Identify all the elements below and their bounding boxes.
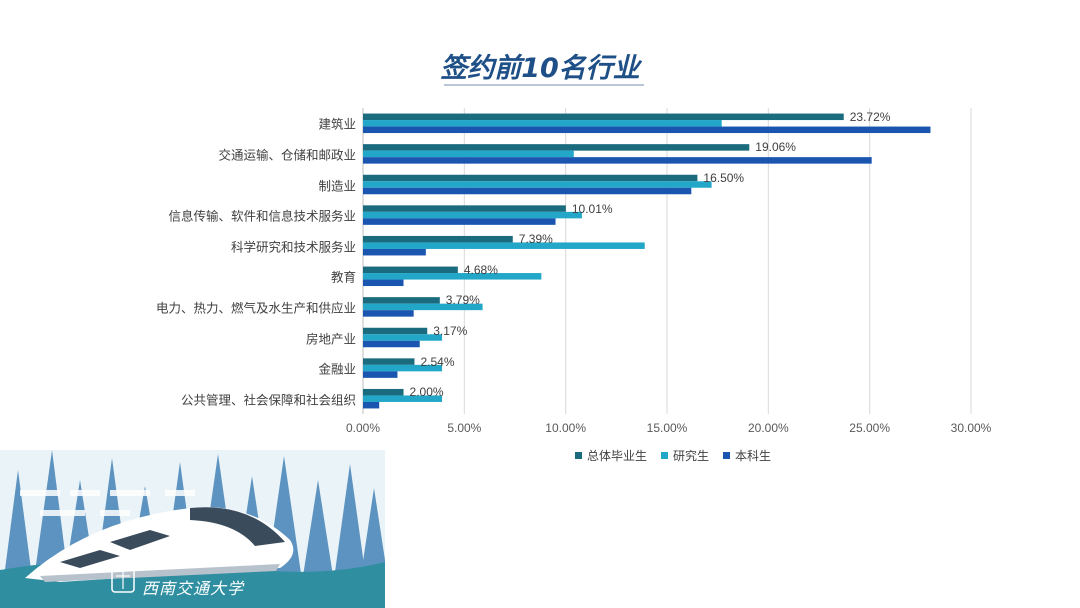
bar-1-2: [363, 144, 750, 151]
data-label: 4.68%: [463, 262, 498, 277]
title-underline: [444, 84, 644, 86]
x-tick-label: 25.00%: [849, 421, 891, 435]
category-label: 房地产业: [305, 331, 356, 346]
bar-2-7: [363, 303, 483, 311]
category-label: 建筑业: [318, 116, 356, 132]
category-labels: 建筑业交通运输、仓储和邮政业制造业信息传输、软件和信息技术服务业科学研究和技术服…: [0, 0, 356, 608]
bar-3-1: [363, 126, 931, 134]
bar-2-4: [363, 211, 582, 219]
category-label: 交通运输、仓储和邮政业: [218, 147, 356, 163]
legend-swatch: [661, 452, 669, 459]
data-label: 3.17%: [433, 324, 468, 338]
x-tick-label: 20.00%: [747, 421, 789, 435]
bar-3-10: [363, 401, 380, 409]
bar-2-3: [363, 181, 712, 188]
legend-swatch: [575, 452, 582, 459]
university-emblem: [111, 567, 135, 593]
category-label: 电力、热力、燃气及水生产和供应业: [155, 300, 356, 316]
x-tick-label: 10.00%: [545, 421, 587, 435]
bar-2-9: [363, 364, 443, 372]
data-label: 19.06%: [755, 140, 796, 155]
bar-1-9: [363, 358, 415, 365]
university-logo-text: 西南交通大学: [142, 579, 245, 598]
legend-label: 本科生: [735, 449, 772, 463]
bar-3-8: [363, 340, 420, 348]
bar-2-1: [363, 120, 722, 127]
legend: 总体毕业生 研究生 本科生: [575, 447, 771, 464]
bar-1-6: [363, 266, 458, 274]
x-tick-label: 15.00%: [646, 421, 688, 435]
data-label: 23.72%: [849, 109, 891, 124]
x-tick-label: 5.00%: [447, 421, 482, 435]
legend-item: 本科生: [723, 447, 771, 464]
bar-3-7: [363, 310, 414, 317]
data-label: 2.54%: [420, 354, 455, 369]
bar-1-10: [363, 388, 404, 396]
bar-2-10: [363, 395, 443, 402]
snow-stripes: [20, 490, 195, 516]
bar-3-3: [363, 187, 692, 195]
bar-1-3: [363, 174, 698, 182]
bar-2-5: [363, 242, 645, 249]
category-label: 教育: [330, 269, 356, 285]
data-label: 16.50%: [703, 171, 745, 185]
legend-item: 研究生: [661, 447, 709, 464]
category-label: 科学研究和技术服务业: [230, 239, 356, 255]
bar-3-5: [363, 248, 426, 256]
bar-1-8: [363, 327, 428, 335]
data-label: 10.01%: [571, 201, 613, 216]
bar-1-4: [363, 205, 566, 212]
bar-2-8: [363, 334, 443, 341]
legend-label: 研究生: [673, 449, 710, 463]
bar-1-5: [363, 235, 513, 243]
train: [25, 507, 294, 582]
bar-2-2: [363, 150, 574, 158]
category-label: 公共管理、社会保障和社会组织: [180, 392, 356, 408]
bar-1-7: [363, 297, 440, 304]
bar-3-4: [363, 218, 556, 225]
data-label: 2.00%: [409, 385, 444, 400]
legend-swatch: [723, 452, 731, 459]
bar-3-2: [363, 157, 872, 164]
bar-3-9: [363, 371, 398, 378]
bar-3-6: [363, 279, 404, 287]
data-label: 7.39%: [518, 232, 553, 247]
x-tick-label: 0.00%: [345, 421, 381, 435]
data-label: 3.79%: [445, 293, 480, 308]
bar-2-6: [363, 273, 542, 280]
category-label: 制造业: [318, 178, 356, 193]
legend-item: 总体毕业生: [575, 447, 647, 464]
category-label: 金融业: [318, 361, 356, 377]
x-tick-label: 30.00%: [950, 421, 992, 435]
bar-1-1: [363, 113, 844, 121]
legend-label: 总体毕业生: [587, 449, 648, 463]
chart-title: 签约前10名行业: [440, 53, 640, 84]
train-illustration: [0, 450, 385, 608]
category-label: 信息传输、软件和信息技术服务业: [168, 208, 356, 224]
